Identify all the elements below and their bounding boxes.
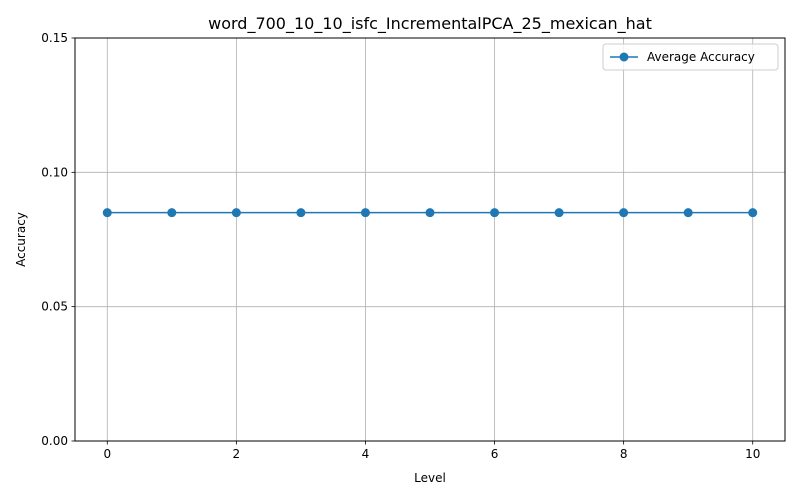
data-point [167,208,177,218]
y-tick-label: 0.15 [41,31,68,45]
data-point [102,208,112,218]
x-tick-label: 6 [491,447,499,461]
legend: Average Accuracy [602,43,779,71]
legend-label: Average Accuracy [647,50,755,64]
data-point [554,208,564,218]
y-tick-label: 0.10 [41,165,68,179]
plot-frame [74,37,786,442]
legend-marker-swatch [619,52,629,62]
x-tick-label: 2 [233,447,241,461]
chart-title: word_700_10_10_isfc_IncrementalPCA_25_me… [208,14,652,34]
legend-box [602,43,779,71]
data-point [360,208,370,218]
data-point [490,208,500,218]
data-point [296,208,306,218]
x-tick-label: 8 [620,447,628,461]
y-tick-label: 0.05 [41,300,68,314]
data-point [748,208,758,218]
x-tick-label: 0 [103,447,111,461]
x-axis-label: Level [414,471,446,485]
x-tick-label: 4 [362,447,370,461]
data-point [425,208,435,218]
data-point [619,208,629,218]
data-point [683,208,693,218]
x-tick-label: 10 [745,447,760,461]
ticks: 0 2 4 6 8 10 0.00 0.05 0.10 0.15 [41,31,760,461]
data-point [231,208,241,218]
series-layer [102,208,758,218]
y-tick-label: 0.00 [41,434,68,448]
y-axis-label: Accuracy [14,212,28,267]
